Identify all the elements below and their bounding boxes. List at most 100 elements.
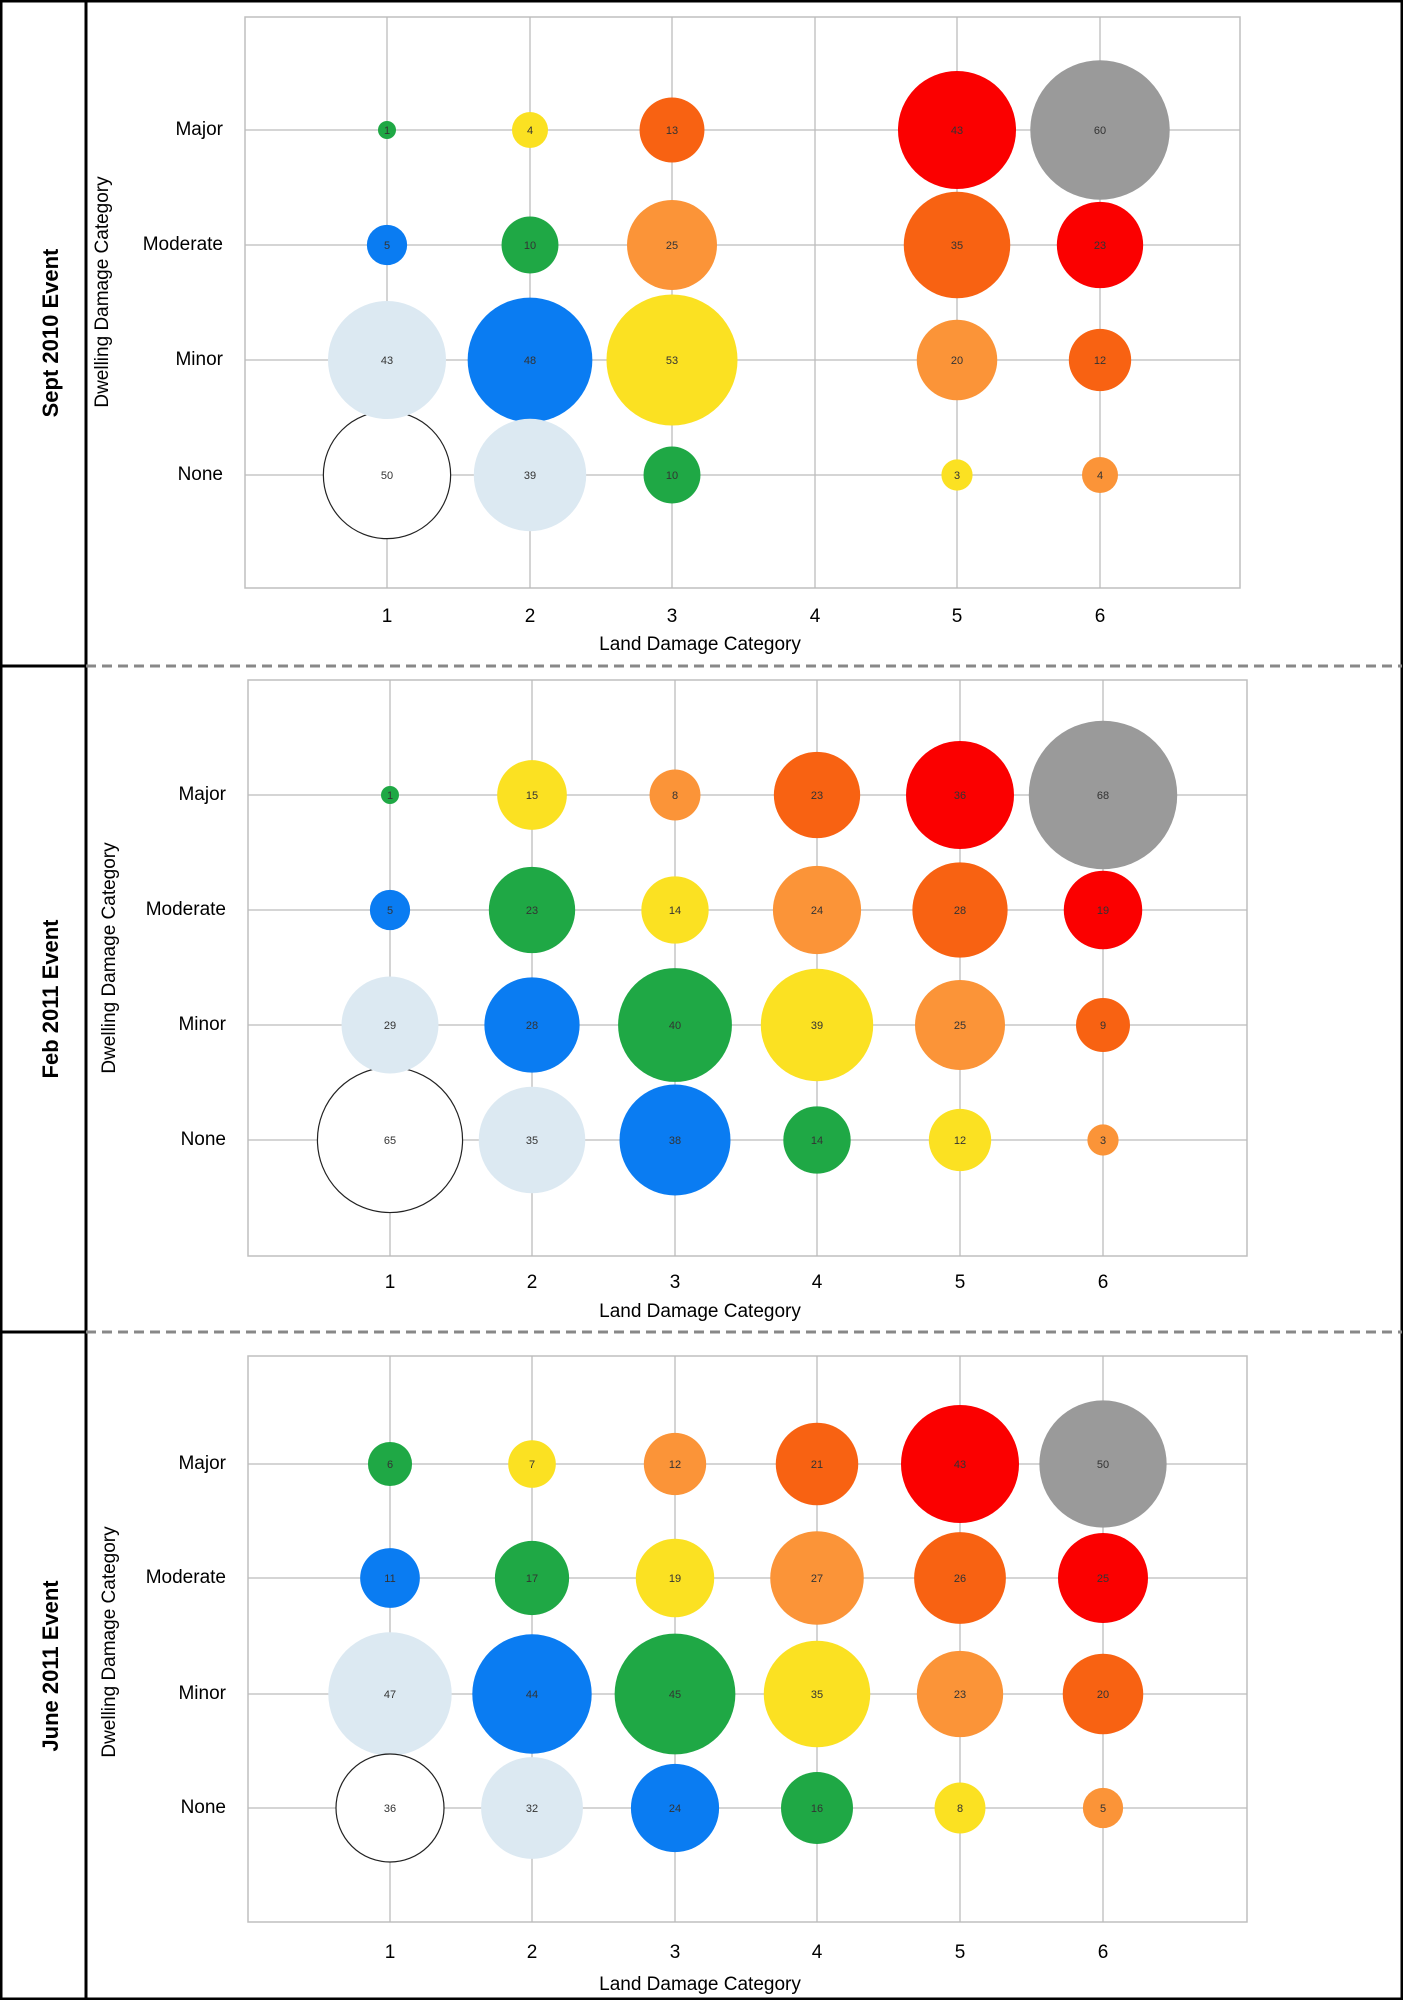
bubble-value-label: 13 [666, 125, 678, 137]
bubble-value-label: 16 [811, 1803, 823, 1815]
x-tick-label: 5 [952, 606, 963, 627]
bubble [508, 1440, 556, 1488]
bubble-value-label: 7 [529, 1459, 535, 1471]
bubble-value-label: 47 [384, 1689, 396, 1701]
bubble [1030, 60, 1170, 200]
bubble-value-label: 14 [811, 1135, 823, 1147]
bubble-value-label: 25 [1097, 1573, 1109, 1585]
bubble [473, 418, 587, 532]
bubble [484, 977, 580, 1073]
x-axis-title: Land Damage Category [599, 1974, 801, 1995]
event-label: June 2011 Event [38, 1580, 63, 1752]
bubble [1056, 201, 1144, 289]
bubble-value-label: 50 [381, 470, 393, 482]
bubble [649, 769, 701, 821]
bubble [941, 459, 973, 491]
y-tick-label: None [178, 464, 223, 485]
bubble [763, 1640, 871, 1748]
y-tick-label: Major [175, 119, 223, 140]
bubble-value-label: 8 [957, 1803, 963, 1815]
bubble-value-label: 20 [951, 355, 963, 367]
bubble [1076, 998, 1130, 1052]
bubble [914, 1532, 1006, 1624]
bubble [478, 1086, 586, 1194]
bubble-value-label: 6 [387, 1459, 393, 1471]
bubble [341, 976, 439, 1074]
bubble [1039, 1400, 1167, 1528]
bubble-value-label: 60 [1094, 125, 1106, 137]
bubble [328, 1632, 452, 1756]
x-axis-title: Land Damage Category [599, 1301, 801, 1322]
bubble [618, 968, 732, 1082]
bubble [928, 1108, 992, 1172]
x-tick-label: 6 [1098, 1942, 1109, 1963]
bubble-value-label: 44 [526, 1689, 538, 1701]
x-tick-label: 3 [670, 1272, 681, 1293]
x-tick-label: 1 [385, 1942, 396, 1963]
bubble-value-label: 23 [954, 1689, 966, 1701]
x-tick-label: 4 [812, 1272, 823, 1293]
bubble-value-label: 25 [954, 1020, 966, 1032]
bubble [378, 121, 396, 139]
bubble-value-label: 24 [669, 1803, 681, 1815]
bubble-value-label: 1 [384, 125, 390, 137]
bubble [772, 865, 862, 955]
bubble-value-label: 17 [526, 1573, 538, 1585]
bubble [481, 1757, 583, 1859]
bubble [635, 1538, 715, 1618]
bubble [606, 294, 738, 426]
bubble-value-label: 19 [669, 1573, 681, 1585]
bubble-value-label: 23 [1094, 240, 1106, 252]
y-tick-label: Minor [178, 1014, 226, 1035]
y-tick-label: Minor [175, 349, 223, 370]
bubble [360, 1548, 420, 1608]
bubble-value-label: 23 [526, 905, 538, 917]
bubble [381, 786, 399, 804]
bubble-value-label: 5 [387, 905, 393, 917]
bubble-value-label: 19 [1097, 905, 1109, 917]
bubble [760, 968, 874, 1082]
bubble [1062, 1653, 1144, 1735]
bubble-value-label: 23 [811, 790, 823, 802]
x-tick-label: 6 [1098, 1272, 1109, 1293]
y-tick-label: Moderate [146, 1567, 226, 1588]
bubble [497, 760, 567, 830]
x-tick-label: 2 [525, 606, 536, 627]
bubble [366, 224, 408, 266]
y-axis-title: Dwelling Damage Category [92, 176, 113, 408]
bubble-value-label: 43 [954, 1459, 966, 1471]
bubble-value-label: 27 [811, 1573, 823, 1585]
bubble [770, 1531, 864, 1625]
bubble [1068, 328, 1132, 392]
bubble [906, 741, 1014, 849]
bubble [775, 1422, 859, 1506]
bubble-value-label: 3 [1100, 1135, 1106, 1147]
y-tick-label: Moderate [146, 899, 226, 920]
bubble-value-label: 29 [384, 1020, 396, 1032]
bubble [934, 1782, 986, 1834]
bubble-value-label: 12 [954, 1135, 966, 1147]
bubble [494, 1540, 570, 1616]
bubble-value-label: 32 [526, 1803, 538, 1815]
bubble-value-label: 11 [384, 1573, 395, 1585]
bubble-value-label: 43 [381, 355, 393, 367]
bubble-value-label: 48 [524, 355, 536, 367]
y-axis-title: Dwelling Damage Category [99, 842, 120, 1074]
bubble-value-label: 4 [527, 125, 533, 137]
bubble [641, 876, 709, 944]
bubble [773, 751, 861, 839]
y-tick-label: Major [178, 1453, 226, 1474]
bubble-value-label: 68 [1097, 790, 1109, 802]
bubble-value-label: 38 [669, 1135, 681, 1147]
bubble-value-label: 25 [666, 240, 678, 252]
event-label: Feb 2011 Event [38, 919, 63, 1079]
bubble [783, 1106, 851, 1174]
bubble-value-label: 35 [811, 1689, 823, 1701]
bubble-value-label: 5 [384, 240, 390, 252]
y-tick-label: None [181, 1797, 226, 1818]
bubble [916, 319, 998, 401]
